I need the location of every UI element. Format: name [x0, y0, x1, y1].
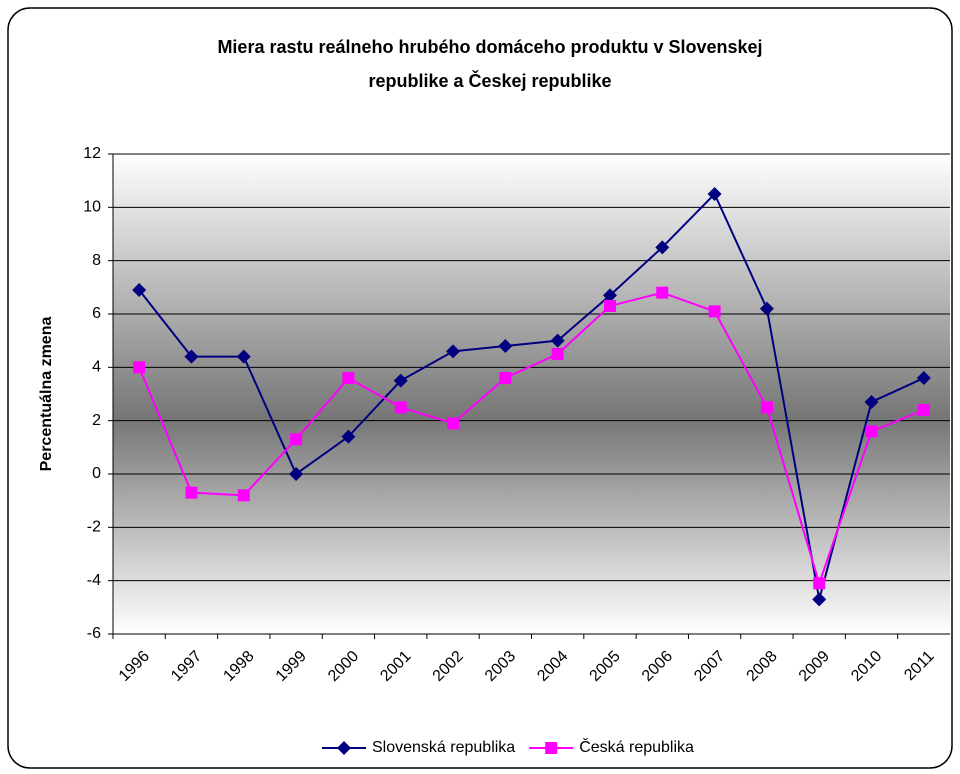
marker: [393, 373, 408, 388]
marker: [447, 417, 460, 430]
y-tick-label: 0: [92, 465, 101, 482]
y-tick-label: -2: [87, 519, 101, 536]
marker: [499, 372, 512, 384]
marker: [812, 592, 827, 607]
marker: [551, 348, 564, 360]
y-tick-label: 10: [83, 199, 101, 216]
y-tick-label: 2: [92, 412, 101, 429]
marker: [498, 339, 513, 353]
y-tick-label: 6: [92, 305, 101, 322]
marker: [603, 300, 616, 312]
series-line: [138, 291, 925, 587]
marker: [865, 425, 878, 438]
marker: [290, 433, 303, 446]
marker: [655, 240, 670, 255]
y-tick-label: -6: [87, 625, 101, 642]
marker: [916, 371, 931, 385]
legend-label: Česká republika: [579, 737, 694, 756]
marker: [237, 489, 250, 502]
marker: [337, 741, 351, 755]
series-line: [138, 192, 925, 600]
marker: [759, 301, 774, 316]
marker: [602, 288, 617, 303]
marker: [236, 349, 251, 364]
marker: [394, 401, 407, 414]
chart-title: republike a Českej republike: [368, 70, 611, 91]
marker: [289, 467, 304, 481]
marker: [917, 404, 930, 416]
marker: [813, 577, 826, 590]
marker: [133, 361, 146, 374]
marker: [864, 395, 879, 409]
y-axis-title: Percentuálna zmena: [38, 317, 55, 472]
y-tick-label: -4: [87, 572, 101, 589]
marker: [132, 283, 147, 297]
chart-title: Miera rastu reálneho hrubého domáceho pr…: [217, 37, 762, 57]
marker: [446, 344, 461, 359]
marker: [656, 286, 669, 299]
marker: [341, 429, 356, 444]
marker: [707, 187, 722, 201]
y-tick-label: 12: [83, 145, 101, 162]
y-tick-label: 8: [92, 252, 101, 269]
marker: [760, 401, 773, 414]
marker: [545, 742, 558, 754]
plot-area: [113, 154, 950, 634]
marker: [342, 372, 355, 384]
marker: [184, 349, 199, 364]
marker: [550, 333, 565, 348]
marker: [708, 305, 721, 318]
marker: [185, 486, 198, 499]
y-tick-label: 4: [92, 359, 101, 376]
legend-label: Slovenská republika: [372, 739, 515, 756]
